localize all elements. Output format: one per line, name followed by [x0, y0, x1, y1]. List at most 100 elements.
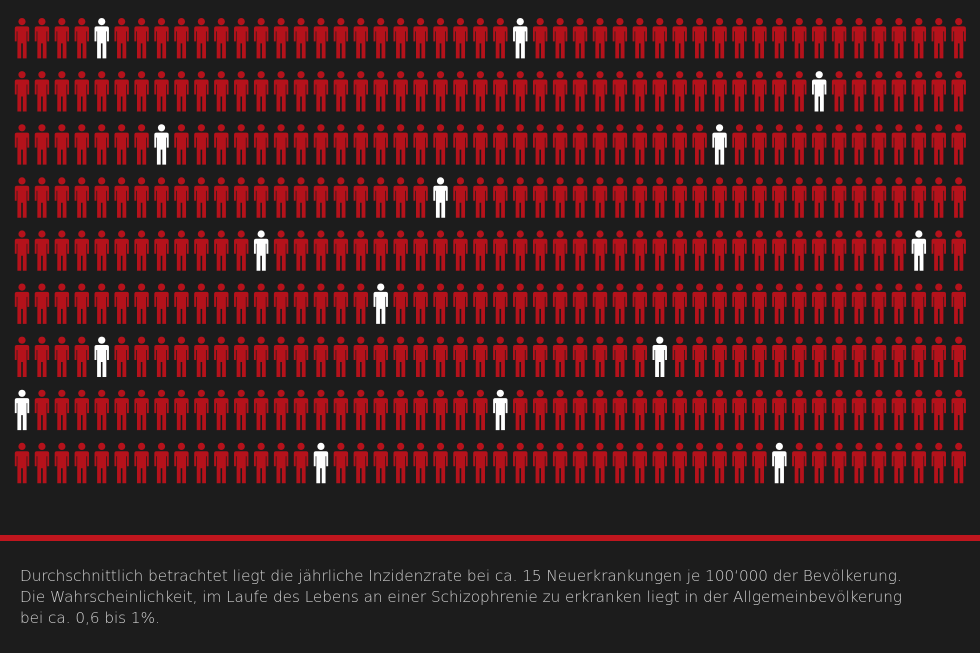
person-icon [692, 389, 707, 431]
person-icon [14, 442, 30, 484]
person-icon [273, 230, 289, 271]
person-icon [752, 442, 767, 484]
person-icon [253, 124, 269, 165]
person-icon [54, 177, 70, 218]
person-icon [194, 177, 209, 218]
person-icon [333, 336, 349, 377]
person-icon [552, 442, 568, 484]
person-icon [672, 71, 687, 112]
person-icon [632, 18, 648, 59]
person-icon [513, 124, 528, 165]
person-icon [652, 177, 667, 218]
person-icon [592, 336, 608, 377]
person-icon [353, 336, 369, 377]
person-icon [672, 442, 687, 484]
person-icon-highlighted [433, 177, 448, 218]
person-icon [851, 442, 867, 484]
person-icon [632, 336, 648, 377]
person-icon [353, 389, 369, 431]
person-icon [911, 283, 927, 324]
person-icon [413, 177, 428, 218]
person-icon [772, 389, 787, 431]
person-icon [14, 336, 30, 377]
person-icon [513, 442, 528, 484]
person-icon [94, 177, 109, 218]
person-icon [393, 389, 408, 431]
person-icon [114, 230, 129, 271]
person-icon-highlighted [812, 71, 827, 112]
person-icon [712, 230, 727, 271]
person-icon [493, 283, 508, 324]
person-icon [54, 442, 70, 484]
person-icon [353, 230, 369, 271]
person-icon [114, 71, 129, 112]
person-icon [393, 283, 408, 324]
person-icon [134, 177, 149, 218]
person-icon [712, 336, 727, 377]
person-icon [652, 18, 667, 59]
person-icon [54, 283, 70, 324]
person-icon [373, 336, 388, 377]
person-icon [513, 336, 528, 377]
person-icon [672, 336, 687, 377]
person-icon [473, 442, 488, 484]
caption-line-2: Die Wahrscheinlichkeit, im Laufe des Leb… [20, 588, 902, 606]
person-icon [154, 283, 169, 324]
person-icon [532, 389, 548, 431]
person-icon [34, 283, 50, 324]
person-icon [692, 71, 707, 112]
person-icon [114, 283, 129, 324]
person-icon [732, 177, 747, 218]
person-icon [373, 18, 388, 59]
person-icon [353, 18, 369, 59]
person-icon [94, 124, 109, 165]
person-icon [712, 389, 727, 431]
person-icon [74, 71, 89, 112]
person-icon [572, 18, 588, 59]
person-icon [931, 177, 946, 218]
person-icon [493, 71, 508, 112]
person-icon [313, 389, 329, 431]
person-icon-highlighted [712, 124, 727, 165]
person-icon [393, 124, 408, 165]
person-icon [572, 389, 588, 431]
person-icon-highlighted [911, 230, 927, 271]
person-icon [393, 442, 408, 484]
person-icon [931, 336, 946, 377]
person-icon [333, 124, 349, 165]
person-icon [812, 18, 827, 59]
person-icon [473, 389, 488, 431]
person-icon [473, 336, 488, 377]
person-icon [54, 336, 70, 377]
person-icon [931, 71, 946, 112]
person-icon [712, 18, 727, 59]
person-icon [194, 336, 209, 377]
person-icon [34, 336, 50, 377]
person-icon [951, 230, 966, 271]
person-icon [871, 442, 887, 484]
person-icon [273, 71, 289, 112]
person-icon [174, 336, 189, 377]
person-icon [871, 230, 887, 271]
person-icon [792, 230, 807, 271]
person-icon [234, 442, 249, 484]
person-icon [353, 442, 369, 484]
person-icon [493, 230, 508, 271]
person-icon [871, 177, 887, 218]
person-icon [831, 124, 847, 165]
person-icon [552, 71, 568, 112]
person-icon [313, 230, 329, 271]
person-icon [313, 336, 329, 377]
person-icon [911, 177, 927, 218]
person-icon [34, 71, 50, 112]
person-icon [951, 283, 966, 324]
person-icon [413, 230, 428, 271]
person-icon [572, 283, 588, 324]
person-icon [493, 336, 508, 377]
person-icon [333, 442, 349, 484]
person-icon [951, 18, 966, 59]
person-icon [453, 124, 468, 165]
person-icon [273, 336, 289, 377]
person-icon [293, 336, 309, 377]
person-icon [134, 283, 149, 324]
